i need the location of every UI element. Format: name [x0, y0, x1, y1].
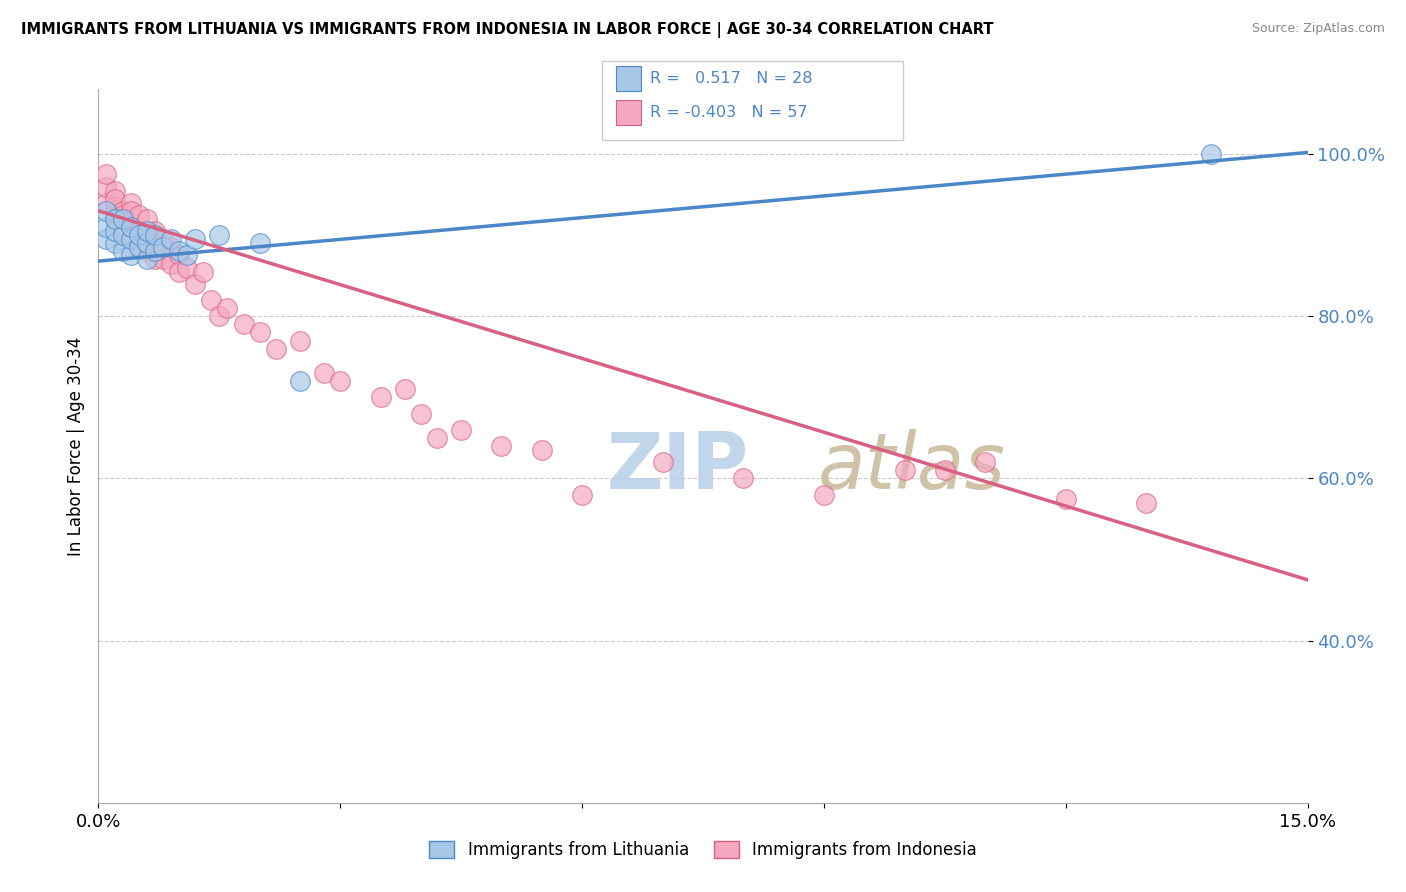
Point — [426, 431, 449, 445]
Point — [288, 334, 311, 348]
Point — [143, 244, 166, 259]
Point — [450, 423, 472, 437]
Point — [651, 455, 673, 469]
Text: IMMIGRANTS FROM LITHUANIA VS IMMIGRANTS FROM INDONESIA IN LABOR FORCE | AGE 30-3: IMMIGRANTS FROM LITHUANIA VS IMMIGRANTS … — [21, 22, 994, 38]
Point — [120, 216, 142, 230]
Point — [128, 224, 150, 238]
Point — [152, 240, 174, 254]
Point — [288, 374, 311, 388]
Point — [111, 228, 134, 243]
Text: ZIP: ZIP — [606, 429, 748, 506]
Point — [176, 260, 198, 275]
Point — [96, 220, 118, 235]
Point — [314, 366, 336, 380]
Text: Source: ZipAtlas.com: Source: ZipAtlas.com — [1251, 22, 1385, 36]
Point — [135, 224, 157, 238]
Point — [200, 293, 222, 307]
Point — [143, 224, 166, 238]
Point — [120, 195, 142, 210]
Point — [103, 224, 125, 238]
Point — [264, 342, 287, 356]
Point — [167, 265, 190, 279]
Point — [103, 236, 125, 251]
Point — [96, 203, 118, 218]
Point — [111, 211, 134, 226]
Point — [135, 244, 157, 259]
Point — [571, 488, 593, 502]
Point — [128, 228, 150, 243]
Legend: Immigrants from Lithuania, Immigrants from Indonesia: Immigrants from Lithuania, Immigrants fr… — [422, 834, 984, 866]
Point — [232, 318, 254, 332]
Point — [128, 208, 150, 222]
Point — [249, 236, 271, 251]
Point — [96, 167, 118, 181]
Point — [135, 236, 157, 251]
Point — [103, 200, 125, 214]
Point — [152, 232, 174, 246]
Point — [329, 374, 352, 388]
Point — [217, 301, 239, 315]
Point — [370, 390, 392, 404]
Point — [1199, 147, 1222, 161]
Text: R = -0.403   N = 57: R = -0.403 N = 57 — [650, 104, 807, 120]
Point — [135, 228, 157, 243]
Point — [111, 220, 134, 235]
Point — [96, 232, 118, 246]
Point — [111, 228, 134, 243]
Point — [120, 220, 142, 235]
Point — [128, 240, 150, 254]
Point — [103, 211, 125, 226]
Point — [409, 407, 432, 421]
Point — [530, 443, 553, 458]
Point — [120, 203, 142, 218]
Point — [160, 240, 183, 254]
Point — [152, 252, 174, 267]
Point — [135, 252, 157, 267]
Point — [103, 211, 125, 226]
Point — [1054, 491, 1077, 506]
Point — [120, 232, 142, 246]
Point — [208, 228, 231, 243]
Point — [249, 326, 271, 340]
Point — [208, 310, 231, 324]
Point — [128, 240, 150, 254]
Y-axis label: In Labor Force | Age 30-34: In Labor Force | Age 30-34 — [66, 336, 84, 556]
Point — [1135, 496, 1157, 510]
Point — [143, 252, 166, 267]
Point — [160, 232, 183, 246]
Point — [103, 184, 125, 198]
Point — [176, 248, 198, 262]
Text: atlas: atlas — [818, 429, 1005, 506]
Point — [813, 488, 835, 502]
Point — [974, 455, 997, 469]
Point — [111, 208, 134, 222]
Point — [143, 228, 166, 243]
Point — [120, 248, 142, 262]
Point — [143, 240, 166, 254]
Text: R =   0.517   N = 28: R = 0.517 N = 28 — [650, 71, 813, 87]
Point — [893, 463, 915, 477]
Point — [111, 244, 134, 259]
Point — [111, 203, 134, 218]
Point — [167, 248, 190, 262]
Point — [160, 256, 183, 270]
Point — [491, 439, 513, 453]
Point — [184, 277, 207, 291]
Point — [184, 232, 207, 246]
Point — [96, 195, 118, 210]
Point — [394, 382, 416, 396]
Point — [934, 463, 956, 477]
Point — [103, 192, 125, 206]
Point — [167, 244, 190, 259]
Point — [733, 471, 755, 485]
Point — [96, 179, 118, 194]
Point — [193, 265, 215, 279]
Point — [135, 211, 157, 226]
